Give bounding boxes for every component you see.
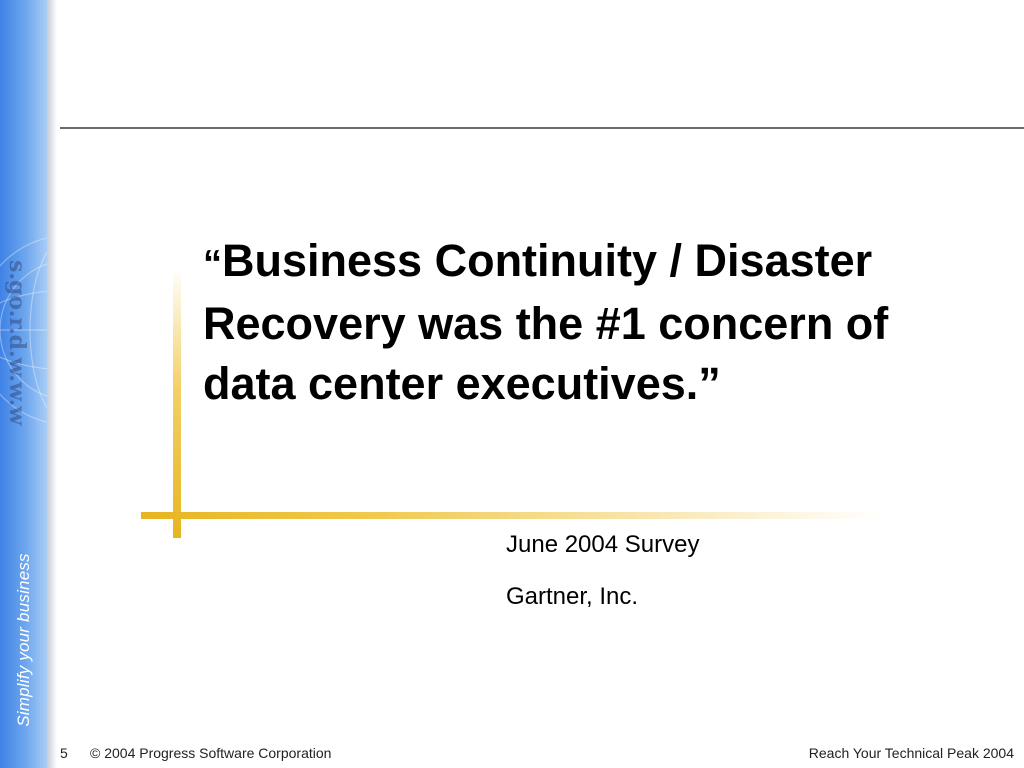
accent-horizontal-bar: [141, 512, 881, 519]
quote-open-mark: “: [203, 243, 222, 285]
sidebar-tagline: Simplify your business: [14, 553, 33, 727]
title-divider: [60, 127, 1024, 129]
accent-vertical-bar: [173, 268, 181, 538]
sidebar-band: s.go.r.d.w.w.w Simplify your business: [0, 0, 47, 768]
svg-text:s.go.r.d.w.w.w: s.go.r.d.w.w.w: [4, 260, 30, 426]
page-number: 5: [60, 745, 68, 761]
source-line-organization: Gartner, Inc.: [506, 583, 639, 610]
footer-copyright: © 2004 Progress Software Corporation: [90, 745, 332, 761]
quote-source: June 2004 Survey Gartner, Inc.: [506, 527, 699, 631]
slide-quote: “Business Continuity / Disaster Recovery…: [203, 231, 903, 414]
quote-text: Business Continuity / Disaster Recovery …: [203, 235, 889, 409]
footer-event-name: Reach Your Technical Peak 2004: [808, 745, 1014, 761]
source-line-survey: June 2004 Survey: [506, 531, 700, 558]
globe-watermark-icon: s.go.r.d.w.w.w: [0, 237, 47, 426]
sidebar-shadow: [47, 0, 57, 768]
